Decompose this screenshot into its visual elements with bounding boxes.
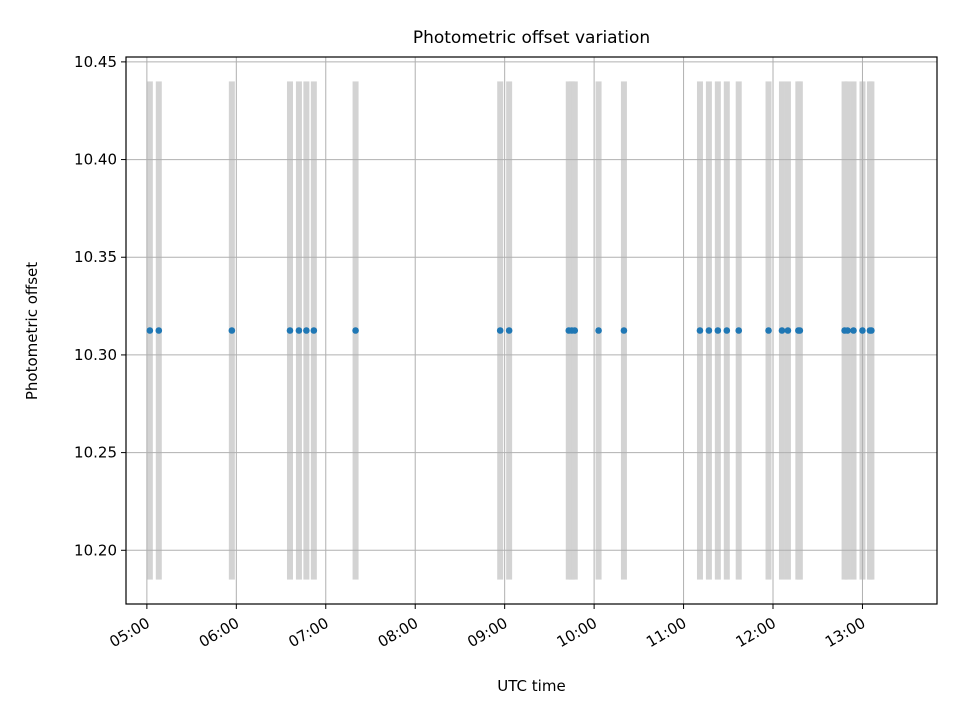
x-axis-label: UTC time	[497, 677, 565, 695]
data-point	[850, 327, 857, 334]
plot-frame	[125, 56, 938, 605]
data-point	[496, 327, 504, 334]
data-point	[844, 327, 851, 334]
data-point	[796, 327, 804, 334]
data-point	[228, 327, 236, 334]
x-tick-label: 13:00	[822, 614, 868, 651]
data-point	[778, 327, 786, 334]
data-point	[303, 327, 310, 334]
data-point	[696, 327, 704, 334]
data-point	[705, 327, 713, 334]
x-tick-label: 12:00	[733, 614, 779, 651]
data-point	[735, 327, 743, 334]
data-point	[505, 327, 513, 334]
data-point	[868, 327, 875, 334]
data-point	[784, 327, 792, 334]
data-point	[714, 327, 722, 334]
chart-title: Photometric offset variation	[413, 28, 650, 48]
y-tick-label: 10.30	[74, 346, 117, 364]
data-point	[859, 327, 866, 334]
y-tick-label: 10.25	[74, 444, 117, 462]
data-point	[286, 327, 294, 334]
points-layer	[146, 327, 875, 334]
data-point	[295, 327, 303, 334]
x-tick-label: 07:00	[285, 614, 331, 651]
x-tick-label: 09:00	[464, 614, 510, 651]
x-tick-label: 08:00	[375, 614, 421, 651]
x-tick-label: 11:00	[643, 614, 689, 651]
data-point	[765, 327, 772, 334]
x-tick-label: 05:00	[106, 614, 152, 651]
x-tick-label: 10:00	[554, 614, 600, 651]
y-ticks-layer: 10.20 10.25 10.30 10.35 10.40 10.45	[74, 53, 126, 559]
data-point	[155, 327, 163, 334]
y-tick-label: 10.20	[74, 541, 117, 559]
x-ticks-layer: 05:00 06:00 07:00 08:00 09:00 10:00 11:00 12:00…	[106, 604, 868, 651]
data-point	[595, 327, 602, 334]
x-tick-label: 06:00	[196, 614, 242, 651]
data-point	[310, 327, 318, 334]
grid-layer	[126, 57, 937, 604]
y-tick-label: 10.40	[74, 151, 117, 169]
y-tick-label: 10.35	[74, 248, 117, 266]
data-point	[352, 327, 359, 334]
y-tick-label: 10.45	[74, 53, 117, 71]
y-axis-label: Photometric offset	[23, 262, 41, 400]
data-point	[146, 327, 154, 334]
data-point	[723, 327, 731, 334]
data-point	[620, 327, 628, 334]
data-point	[571, 327, 579, 334]
